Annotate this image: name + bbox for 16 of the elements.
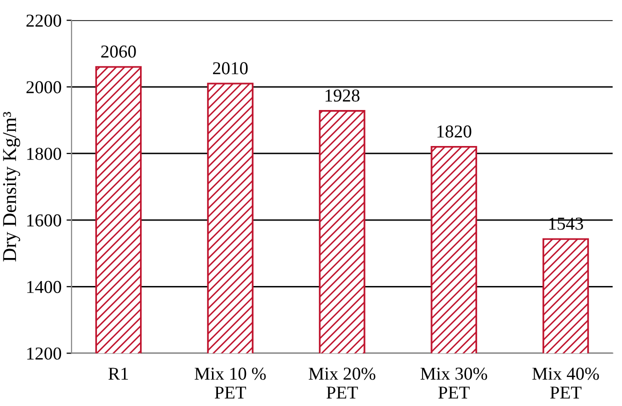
data-label: 1928 (326, 89, 360, 102)
x-tick-label: Mix 40% PET (532, 368, 599, 399)
y-tick-label: 1400 (27, 280, 62, 294)
y-tick-label: 2000 (26, 81, 62, 94)
y-axis-title: Dry Density Kg/m³ (3, 112, 20, 262)
y-tick-label: 1600 (27, 214, 62, 226)
y-tick-label: 1800 (27, 148, 62, 160)
x-tick-label: Mix 20% PET (308, 368, 376, 399)
x-tick-label: R1 (108, 368, 128, 380)
x-tick-label: Mix 30% PET (420, 368, 488, 399)
data-label: 1820 (437, 125, 472, 138)
data-label: 2010 (213, 62, 248, 74)
y-tick-label: 2200 (26, 14, 62, 27)
x-tick-label: Mix 10 % PET (194, 368, 266, 399)
y-tick-label: 1200 (27, 347, 62, 360)
data-label: 2060 (101, 46, 136, 58)
